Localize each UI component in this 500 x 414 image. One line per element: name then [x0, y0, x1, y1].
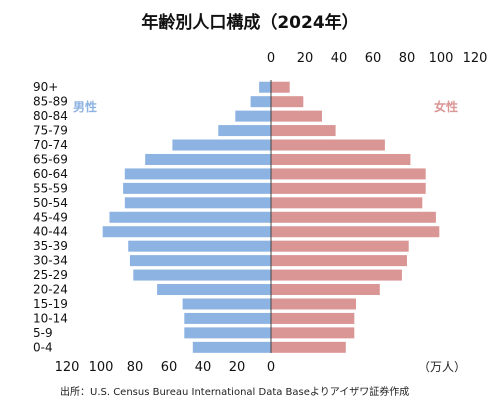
- age-group-label: 90+: [33, 80, 58, 94]
- male-bar: [184, 327, 271, 339]
- male-bar: [109, 211, 271, 223]
- female-bar: [271, 298, 356, 310]
- male-bar: [192, 341, 271, 353]
- male-bar: [259, 81, 271, 93]
- male-bar: [123, 182, 271, 194]
- female-series-label: 女性: [434, 99, 458, 114]
- age-group-label: 30-34: [33, 254, 68, 268]
- bottom-tick-label: 40: [195, 360, 212, 375]
- age-group-label: 65-69: [33, 152, 68, 166]
- male-bar: [218, 125, 271, 137]
- age-group-label: 25-29: [33, 268, 68, 282]
- female-bars: [271, 81, 440, 353]
- female-bar: [271, 96, 304, 108]
- female-bar: [271, 255, 407, 267]
- female-bar: [271, 284, 380, 296]
- top-tick-label: 80: [399, 51, 416, 66]
- male-bar: [145, 153, 271, 165]
- age-group-label: 20-24: [33, 283, 68, 297]
- male-bar: [128, 240, 271, 252]
- male-series-label: 男性: [73, 99, 97, 114]
- unit-label: （万人）: [418, 360, 466, 374]
- age-group-label: 55-59: [33, 181, 68, 195]
- age-group-label: 5-9: [33, 326, 53, 340]
- male-bar: [184, 312, 271, 324]
- male-bar: [102, 226, 271, 238]
- age-group-label: 60-64: [33, 167, 68, 181]
- female-bar: [271, 327, 355, 339]
- bottom-tick-label: 120: [55, 360, 80, 375]
- top-tick-label: 60: [365, 51, 382, 66]
- top-axis: 0 20 40 60 80 100 120: [267, 51, 488, 66]
- age-group-label: 0-4: [33, 340, 53, 354]
- age-group-label: 40-44: [33, 225, 68, 239]
- top-tick-label: 120: [463, 51, 488, 66]
- bottom-tick-label: 100: [89, 360, 114, 375]
- source-note: 出所：U.S. Census Bureau International Data…: [60, 385, 409, 398]
- chart-title: 年齢別人口構成（2024年）: [141, 12, 358, 33]
- female-bar: [271, 110, 322, 122]
- male-bar: [124, 168, 271, 180]
- age-group-label: 35-39: [33, 239, 68, 253]
- top-tick-label: 20: [297, 51, 314, 66]
- female-bar: [271, 240, 409, 252]
- male-bars: [102, 81, 271, 353]
- bottom-axis: 120 100 80 60 40 20 0: [55, 360, 276, 375]
- age-group-label: 75-79: [33, 124, 68, 138]
- bottom-tick-label: 20: [229, 360, 246, 375]
- female-bar: [271, 139, 385, 151]
- female-bar: [271, 153, 411, 165]
- male-bar: [235, 110, 271, 122]
- male-bar: [172, 139, 271, 151]
- male-bar: [133, 269, 271, 281]
- age-group-label: 15-19: [33, 297, 68, 311]
- female-bar: [271, 197, 423, 209]
- male-bar: [124, 197, 271, 209]
- female-bar: [271, 182, 426, 194]
- male-bar: [129, 255, 271, 267]
- bottom-tick-label: 80: [127, 360, 144, 375]
- male-bar: [250, 96, 271, 108]
- female-bar: [271, 211, 436, 223]
- female-bar: [271, 81, 290, 93]
- age-group-label: 45-49: [33, 210, 68, 224]
- top-tick-label: 100: [429, 51, 454, 66]
- male-bar: [157, 284, 271, 296]
- bottom-tick-label: 0: [267, 360, 275, 375]
- female-bar: [271, 269, 402, 281]
- category-labels: 90+85-8980-8475-7970-7465-6960-6455-5950…: [33, 80, 68, 354]
- age-group-label: 70-74: [33, 138, 68, 152]
- female-bar: [271, 125, 336, 137]
- age-group-label: 80-84: [33, 109, 68, 123]
- age-group-label: 10-14: [33, 311, 68, 325]
- age-group-label: 50-54: [33, 196, 68, 210]
- female-bar: [271, 168, 426, 180]
- female-bar: [271, 341, 346, 353]
- age-group-label: 85-89: [33, 95, 68, 109]
- female-bar: [271, 312, 355, 324]
- bottom-tick-label: 60: [161, 360, 178, 375]
- top-tick-label: 0: [267, 51, 275, 66]
- male-bar: [182, 298, 271, 310]
- female-bar: [271, 226, 440, 238]
- top-tick-label: 40: [331, 51, 348, 66]
